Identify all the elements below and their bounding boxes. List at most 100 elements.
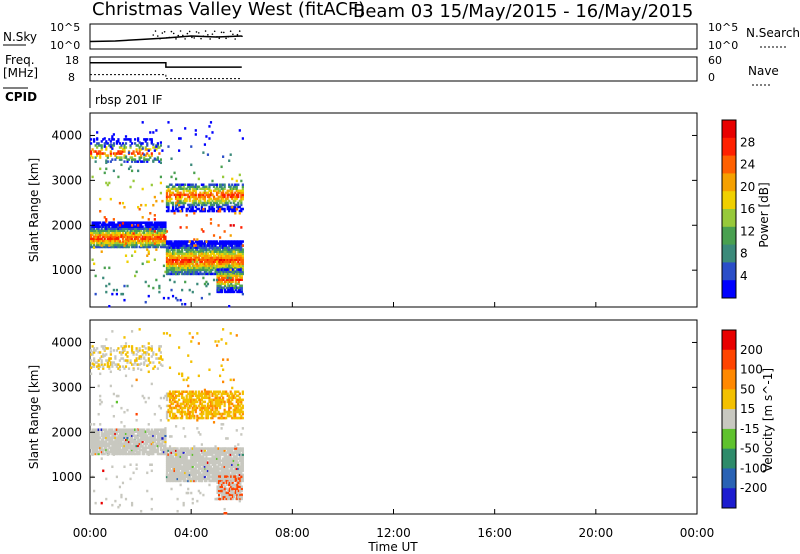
data-cell <box>241 412 244 416</box>
data-cell <box>156 446 159 450</box>
data-cell <box>212 278 216 282</box>
data-cell <box>121 245 125 249</box>
data-cell <box>149 435 152 438</box>
data-cell <box>168 264 172 268</box>
data-cell <box>115 142 118 145</box>
data-cell <box>220 258 223 262</box>
data-cell <box>230 270 233 273</box>
data-cell <box>235 404 238 408</box>
data-cell <box>137 363 140 366</box>
data-cell <box>182 479 185 483</box>
data-cell <box>187 398 190 402</box>
data-cell <box>228 414 231 418</box>
data-cell <box>132 150 135 153</box>
data-cell <box>123 434 126 438</box>
data-cell <box>147 294 150 298</box>
data-cell <box>240 414 243 418</box>
data-cell <box>165 258 169 262</box>
data-cell <box>165 453 169 456</box>
data-cell <box>176 258 179 262</box>
data-cell <box>200 209 203 213</box>
data-cell <box>138 440 141 444</box>
data-cell <box>164 440 167 444</box>
data-cell <box>165 270 169 274</box>
data-cell <box>240 191 243 195</box>
data-cell <box>212 457 216 460</box>
data-cell <box>187 475 190 479</box>
data-cell <box>97 438 100 442</box>
data-cell <box>178 408 181 412</box>
data-cell <box>138 245 141 249</box>
data-cell <box>135 430 138 433</box>
data-cell <box>165 477 169 481</box>
data-cell <box>203 475 207 479</box>
data-cell <box>117 450 120 454</box>
data-cell <box>209 390 213 394</box>
data-cell <box>226 459 229 462</box>
nsearch-dot <box>229 30 232 33</box>
data-cell <box>130 440 134 444</box>
data-cell <box>237 262 240 266</box>
data-cell <box>143 160 146 163</box>
data-cell <box>211 455 214 458</box>
data-cell <box>121 434 125 438</box>
data-cell <box>170 258 173 262</box>
data-cell <box>199 471 202 475</box>
data-cell <box>97 442 100 446</box>
data-cell <box>124 450 128 454</box>
data-cell <box>91 239 94 243</box>
data-cell <box>167 268 170 272</box>
data-cell <box>93 231 96 235</box>
data-cell <box>231 270 234 273</box>
data-cell <box>218 447 222 450</box>
data-cell <box>229 153 232 156</box>
data-cell <box>203 256 207 259</box>
data-cell <box>96 243 99 247</box>
data-cell <box>152 143 155 146</box>
data-cell <box>182 455 185 458</box>
data-cell <box>188 451 191 454</box>
data-cell <box>227 290 230 294</box>
data-cell <box>117 347 120 350</box>
data-cell <box>156 158 159 161</box>
data-cell <box>236 276 239 279</box>
data-cell <box>137 169 140 173</box>
data-cell <box>118 152 122 155</box>
data-cell <box>196 451 199 454</box>
data-cell <box>194 270 197 274</box>
data-cell <box>236 268 239 271</box>
data-cell <box>203 465 207 469</box>
data-cell <box>209 408 213 412</box>
data-cell <box>234 465 237 469</box>
data-cell <box>153 365 156 368</box>
data-cell <box>112 229 115 233</box>
data-cell <box>117 156 120 159</box>
data-cell <box>149 138 152 141</box>
data-cell <box>155 235 158 239</box>
data-cell <box>225 455 228 458</box>
data-cell <box>232 205 235 209</box>
data-cell <box>118 150 122 153</box>
data-cell <box>182 402 185 406</box>
data-cell <box>184 193 187 197</box>
data-cell <box>96 229 99 233</box>
data-cell <box>144 432 147 436</box>
data-cell <box>197 465 200 469</box>
data-cell <box>218 262 222 266</box>
data-cell <box>226 248 229 251</box>
data-cell <box>222 244 225 247</box>
data-cell <box>225 471 228 475</box>
data-cell <box>129 225 132 229</box>
data-cell <box>199 191 202 195</box>
data-cell <box>102 448 105 452</box>
data-cell <box>159 240 163 243</box>
data-cell <box>184 252 187 255</box>
data-cell <box>112 245 115 249</box>
data-cell <box>165 230 169 233</box>
data-cell <box>199 402 202 406</box>
data-cell <box>196 185 199 189</box>
data-cell <box>121 292 125 296</box>
data-cell <box>97 446 100 450</box>
data-cell <box>150 233 153 237</box>
data-cell <box>240 199 243 203</box>
